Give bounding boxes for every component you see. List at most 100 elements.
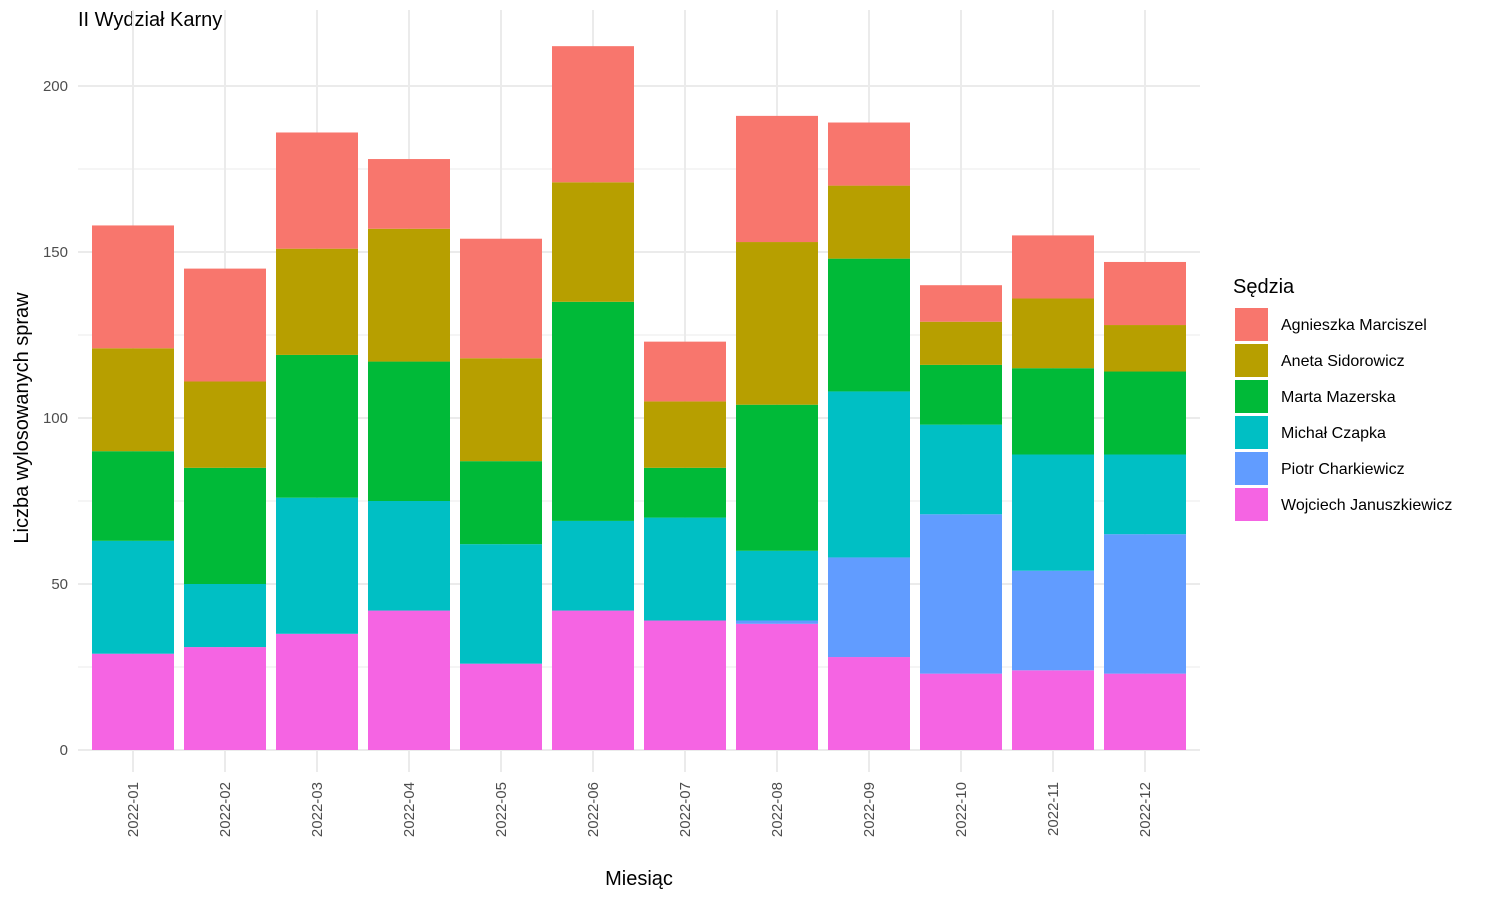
- bar-segment: [276, 132, 358, 249]
- bar-segment: [736, 242, 818, 405]
- bar-segment: [644, 620, 726, 750]
- bar-segment: [92, 540, 174, 654]
- y-tick-label: 200: [43, 78, 68, 95]
- bar-segment: [368, 501, 450, 611]
- bar-segment: [920, 285, 1002, 322]
- bar-segment: [644, 401, 726, 468]
- bar-segment: [736, 550, 818, 621]
- bar-segment: [1104, 673, 1186, 750]
- bar-segment: [644, 517, 726, 621]
- bars: [92, 46, 1186, 750]
- x-tick-label: 2022-11: [1045, 782, 1062, 836]
- bar-segment: [828, 185, 910, 259]
- x-tick-label: 2022-10: [953, 782, 970, 837]
- bar-segment: [828, 391, 910, 558]
- bar-segment: [460, 663, 542, 750]
- bar-segment: [920, 424, 1002, 515]
- legend-label: Piotr Charkiewicz: [1281, 461, 1405, 478]
- bar-segment: [276, 497, 358, 634]
- bar-segment: [460, 238, 542, 359]
- bar-segment: [552, 46, 634, 183]
- bar-segment: [552, 520, 634, 611]
- bar-segment: [736, 404, 818, 551]
- bar-segment: [184, 467, 266, 584]
- x-tick-label: 2022-06: [585, 782, 602, 837]
- legend-label: Michał Czapka: [1281, 425, 1386, 442]
- bar-segment: [92, 451, 174, 541]
- bar-segment: [276, 354, 358, 498]
- bar-segment: [736, 623, 818, 750]
- legend-label: Marta Mazerska: [1281, 389, 1396, 406]
- x-tick-label: 2022-09: [861, 782, 878, 837]
- legend-key: [1235, 308, 1268, 341]
- bar-segment: [1012, 235, 1094, 299]
- bar-segment: [276, 248, 358, 355]
- bar-segment: [92, 653, 174, 750]
- x-axis: 2022-01 2022-02 2022-03 2022-04 2022-05 2022-…: [125, 782, 1154, 837]
- bar-segment: [828, 258, 910, 392]
- bar-segment: [184, 584, 266, 648]
- y-axis-title: Liczba wylosowanych spraw: [11, 292, 33, 544]
- bar-segment: [644, 467, 726, 518]
- x-tick-label: 2022-02: [217, 782, 234, 837]
- x-tick-label: 2022-08: [769, 782, 786, 837]
- y-tick-label: 50: [51, 576, 68, 593]
- bar-segment: [736, 115, 818, 243]
- legend-label: Aneta Sidorowicz: [1281, 353, 1405, 370]
- bar-segment: [368, 159, 450, 229]
- bar-segment: [368, 228, 450, 362]
- x-tick-label: 2022-07: [677, 782, 694, 837]
- bar-segment: [1104, 325, 1186, 372]
- bar-segment: [552, 301, 634, 521]
- chart-title: II Wydział Karny: [78, 9, 222, 31]
- legend-key: [1235, 344, 1268, 377]
- bar-segment: [184, 647, 266, 750]
- bar-segment: [1104, 371, 1186, 455]
- bar-segment: [92, 348, 174, 452]
- y-tick-label: 100: [43, 410, 68, 427]
- bar-segment: [920, 514, 1002, 674]
- bar-segment: [368, 610, 450, 750]
- y-tick-label: 0: [60, 742, 68, 759]
- bar-segment: [828, 657, 910, 750]
- legend-key: [1235, 380, 1268, 413]
- bar-segment: [460, 544, 542, 664]
- bar-segment: [1104, 534, 1186, 674]
- legend-key: [1235, 488, 1268, 521]
- bar-segment: [552, 182, 634, 302]
- bar-segment: [1012, 298, 1094, 369]
- bar-segment: [644, 341, 726, 402]
- bar-segment: [920, 673, 1002, 750]
- legend-label: Agnieszka Marciszel: [1281, 317, 1427, 334]
- x-tick-label: 2022-03: [309, 782, 326, 837]
- legend-key: [1235, 416, 1268, 449]
- bar-segment: [828, 557, 910, 658]
- legend-key: [1235, 452, 1268, 485]
- bar-segment: [368, 361, 450, 501]
- x-tick-label: 2022-01: [125, 782, 142, 837]
- bar-segment: [1104, 261, 1186, 326]
- bar-segment: [1012, 570, 1094, 671]
- bar-segment: [460, 358, 542, 462]
- legend-title: Sędzia: [1233, 276, 1295, 298]
- bar-segment: [460, 461, 542, 545]
- legend: Sędzia Agnieszka Marciszel Aneta Sidorowi…: [1233, 276, 1452, 521]
- bar-segment: [92, 225, 174, 349]
- bar-segment: [920, 321, 1002, 365]
- bar-segment: [184, 381, 266, 468]
- bar-segment: [184, 268, 266, 382]
- bar-segment: [1104, 454, 1186, 535]
- bar-segment: [276, 633, 358, 750]
- y-tick-label: 150: [43, 244, 68, 261]
- y-axis: 0 50 100 150 200: [43, 78, 68, 759]
- bar-segment: [1012, 454, 1094, 571]
- bar-segment: [920, 364, 1002, 425]
- bar-segment: [1012, 368, 1094, 455]
- bar-segment: [828, 122, 910, 186]
- bar-segment: [552, 610, 634, 750]
- bar-segment: [1012, 670, 1094, 750]
- bar-segment: [736, 620, 818, 624]
- x-axis-title: Miesiąc: [605, 868, 673, 890]
- x-tick-label: 2022-05: [493, 782, 510, 837]
